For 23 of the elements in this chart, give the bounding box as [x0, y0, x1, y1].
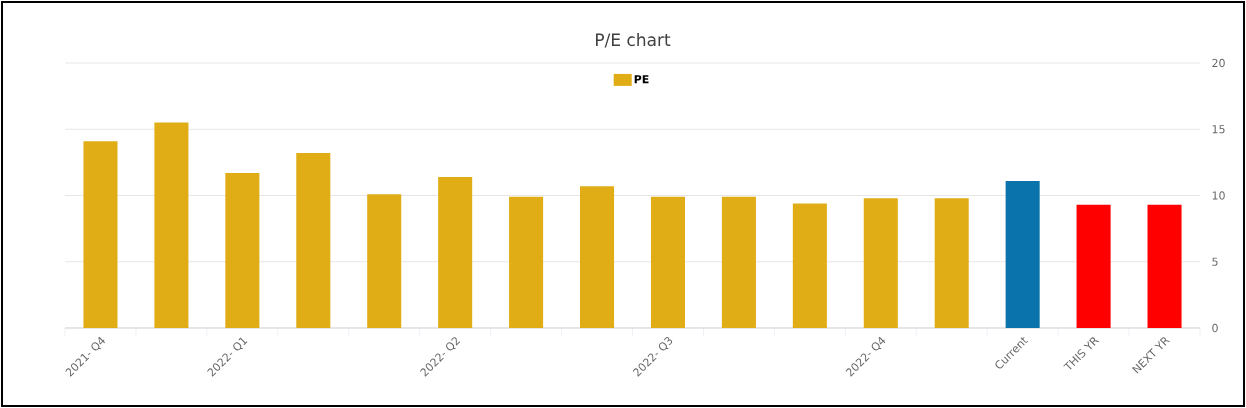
bar	[934, 198, 969, 328]
y-tick-label: 10	[1212, 191, 1225, 200]
bar	[650, 196, 685, 328]
bar	[438, 176, 473, 328]
bar	[863, 198, 898, 328]
bar	[1005, 180, 1040, 328]
bar	[367, 194, 402, 328]
y-tick-label: 15	[1212, 125, 1225, 134]
bar	[225, 172, 260, 328]
bar	[1147, 204, 1182, 328]
legend-label: PE	[634, 75, 649, 84]
bar	[580, 186, 615, 328]
y-tick-label: 20	[1212, 58, 1225, 68]
bar	[296, 153, 331, 328]
bar	[154, 122, 189, 328]
bar	[1076, 204, 1111, 328]
bar	[792, 203, 827, 328]
bar	[509, 196, 544, 328]
y-tick-label: 5	[1212, 257, 1218, 266]
bar	[83, 141, 118, 328]
y-tick-label: 0	[1212, 323, 1218, 333]
chart-title: P/E chart	[596, 32, 671, 48]
bar	[721, 196, 756, 328]
